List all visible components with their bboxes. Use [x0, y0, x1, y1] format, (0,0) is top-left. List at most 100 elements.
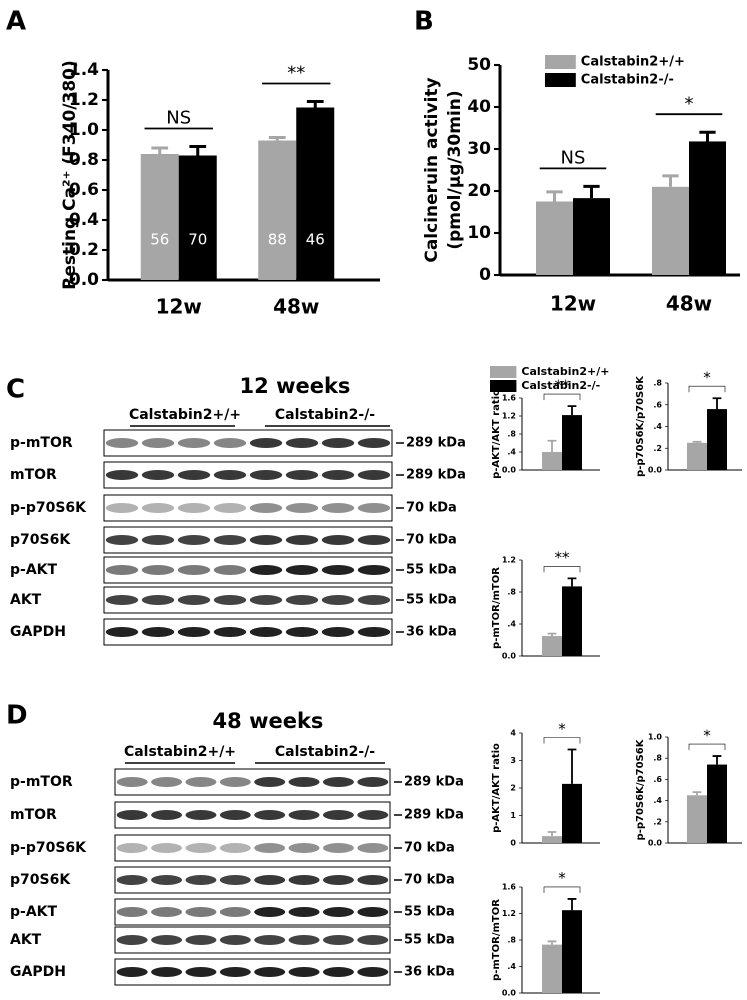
panel-label: D — [6, 701, 28, 731]
blot-band — [288, 967, 320, 977]
bar — [573, 198, 610, 275]
blot-band — [177, 535, 211, 545]
blot-title: 48 weeks — [213, 709, 324, 733]
legend-label: Calstabin2-/- — [581, 73, 674, 88]
error-bar — [567, 405, 577, 416]
row-label: p-mTOR — [10, 435, 73, 451]
group-label: Calstabin2-/- — [275, 744, 375, 760]
blot-band — [249, 535, 283, 545]
y-tick-label: 1 — [510, 811, 516, 820]
error-bar — [306, 100, 324, 108]
size-label: 55 kDa — [406, 563, 457, 578]
error-bar — [712, 397, 722, 410]
size-label: 289 kDa — [404, 808, 464, 823]
error-bar — [712, 755, 722, 765]
y-tick-label: 1.2 — [69, 90, 99, 110]
y-axis-label: p-AKT/AKT ratio — [491, 389, 502, 479]
error-bar — [546, 190, 563, 202]
blot-band — [116, 967, 148, 977]
error-bar — [547, 632, 557, 636]
row-label: GAPDH — [10, 624, 66, 640]
error-bar — [547, 439, 557, 452]
blot-band — [322, 843, 354, 853]
size-label: 289 kDa — [406, 468, 466, 483]
bar — [296, 107, 335, 280]
bar — [542, 944, 562, 993]
y-tick-label: 1.2 — [502, 412, 516, 421]
blot-band — [141, 470, 175, 480]
bar — [652, 186, 689, 275]
blot-band — [357, 535, 391, 545]
size-label: 70 kDa — [406, 501, 457, 516]
blot-band — [213, 438, 247, 448]
blot-band — [219, 810, 251, 820]
y-tick-label: 0 — [479, 265, 491, 285]
significance-line — [543, 566, 581, 573]
blot-band — [254, 907, 286, 917]
y-tick-label: 40 — [467, 97, 491, 117]
blot-band — [116, 810, 148, 820]
blot-band — [357, 967, 389, 977]
n-label: 70 — [188, 231, 207, 249]
blot-band — [285, 503, 319, 513]
blot-band — [185, 875, 217, 885]
blot-band — [322, 875, 354, 885]
significance-label: * — [685, 93, 694, 114]
legend-swatch — [545, 73, 576, 87]
row-label: AKT — [10, 932, 42, 948]
y-tick-label: 0.0 — [69, 270, 99, 290]
panel-label: B — [414, 7, 434, 37]
y-tick-label: 50 — [467, 55, 491, 75]
blot-band — [249, 438, 283, 448]
blot-band — [321, 470, 355, 480]
significance-label: * — [703, 726, 711, 744]
blot-band — [321, 438, 355, 448]
error-bar — [567, 577, 577, 587]
bar — [562, 586, 582, 656]
y-tick-label: .2 — [653, 817, 662, 826]
blot-band — [141, 535, 175, 545]
row-label: p70S6K — [10, 872, 71, 888]
blot-band — [288, 810, 320, 820]
size-label: 55 kDa — [404, 905, 455, 920]
y-tick-label: 30 — [467, 139, 491, 159]
y-tick-label: .8 — [507, 588, 516, 597]
size-label: 36 kDa — [406, 625, 457, 640]
y-tick-label: 3 — [510, 756, 516, 765]
error-bar — [662, 174, 679, 187]
y-tick-label: .4 — [507, 448, 516, 457]
y-tick-label: .6 — [653, 400, 662, 409]
group-label: Calstabin2+/+ — [129, 407, 241, 423]
size-label: 289 kDa — [404, 775, 464, 790]
blot-band — [213, 595, 247, 605]
blot-band — [249, 595, 283, 605]
blot-band — [249, 565, 283, 575]
blot-band — [357, 438, 391, 448]
y-axis-label: Resting Ca²⁺ (F340/380) — [60, 60, 80, 290]
significance-label: * — [558, 720, 566, 738]
blot-band — [151, 843, 183, 853]
y-tick-label: 0.8 — [69, 150, 99, 170]
significance-line — [543, 737, 581, 744]
blot-band — [254, 935, 286, 945]
error-bar — [583, 184, 600, 199]
blot-band — [357, 810, 389, 820]
blot-band — [357, 777, 389, 787]
row-label: mTOR — [10, 467, 57, 483]
error-bar — [699, 130, 716, 142]
legend-label: Calstabin2-/- — [521, 379, 600, 392]
blot-band — [105, 565, 139, 575]
blot-band — [285, 438, 319, 448]
blot-band — [177, 595, 211, 605]
blot-band — [105, 438, 139, 448]
row-label: p-AKT — [10, 562, 58, 578]
blot-band — [357, 565, 391, 575]
blot-band — [321, 565, 355, 575]
blot-band — [105, 627, 139, 637]
y-axis-label: p-p70S6K/p70S6K — [635, 738, 646, 840]
y-tick-label: 0.0 — [648, 466, 663, 475]
blot-band — [213, 627, 247, 637]
y-tick-label: 1.4 — [69, 60, 99, 80]
blot-band — [285, 595, 319, 605]
row-label: p-AKT — [10, 904, 58, 920]
